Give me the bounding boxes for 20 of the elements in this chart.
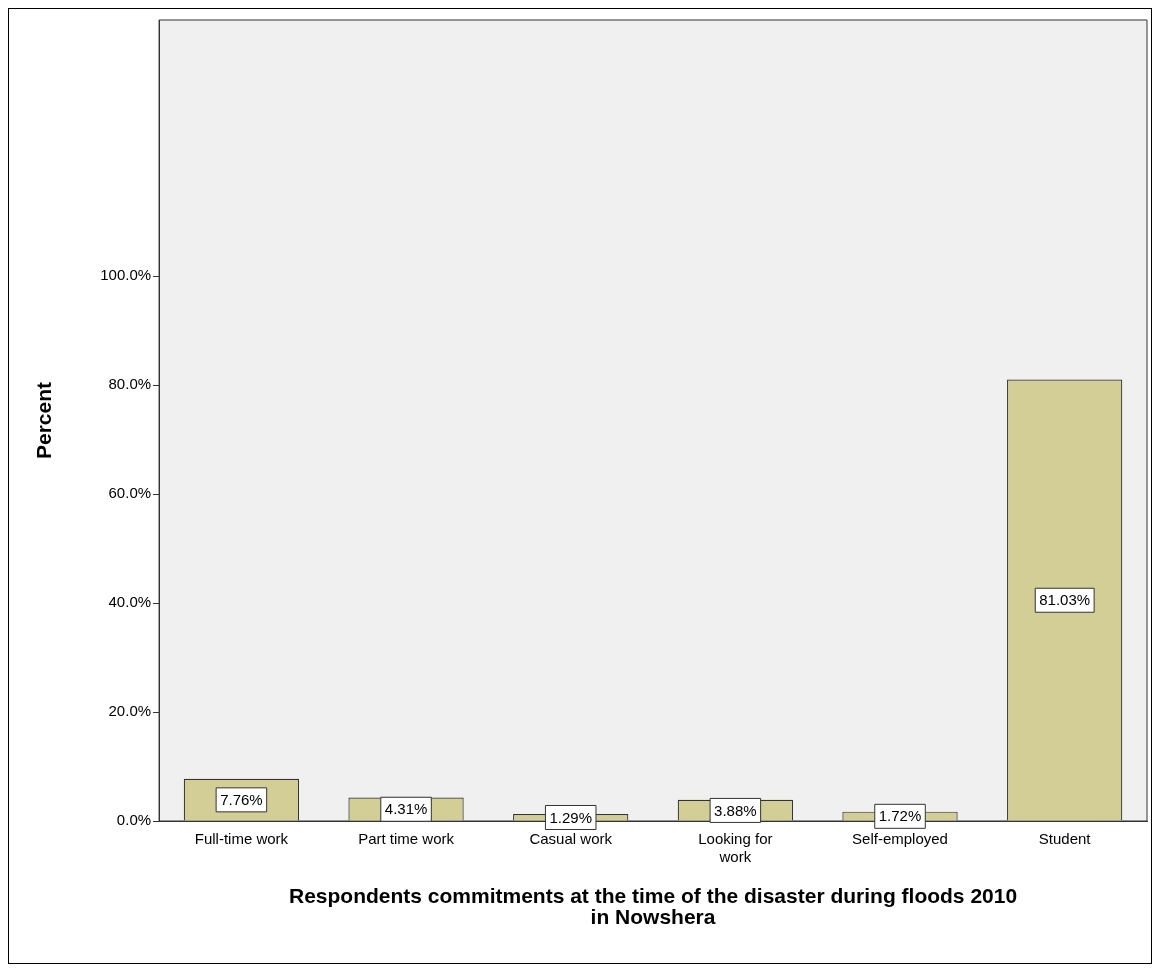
y-tick-label: 100.0%	[100, 266, 152, 284]
y-tick-label: 60.0%	[108, 484, 152, 502]
y-tick-label: 20.0%	[108, 702, 152, 720]
data-label: 81.03%	[1039, 591, 1091, 609]
x-tick-label: Student	[1038, 830, 1092, 848]
x-tick-label: Self-employed	[852, 830, 948, 848]
data-label: 3.88%	[714, 801, 757, 819]
x-tick-label: Casual work	[529, 830, 613, 848]
x-tick-label: Full-time work	[194, 830, 289, 848]
data-label: 1.72%	[878, 807, 922, 825]
y-tick-label: 80.0%	[108, 375, 152, 393]
x-tick-label: Looking for work	[698, 830, 773, 866]
x-axis-title: Respondents commitments at the time of the disaster during floods 2010 in Nowshera	[288, 884, 1018, 929]
x-tick-label: Part time work	[358, 830, 455, 848]
data-label: 7.76%	[220, 791, 263, 808]
y-axis-title: Percent	[32, 381, 56, 460]
y-tick-label: 0.0%	[116, 811, 152, 829]
y-tick-label: 40.0%	[108, 593, 152, 611]
data-label: 1.29%	[549, 808, 592, 826]
data-label: 4.31%	[384, 800, 428, 818]
